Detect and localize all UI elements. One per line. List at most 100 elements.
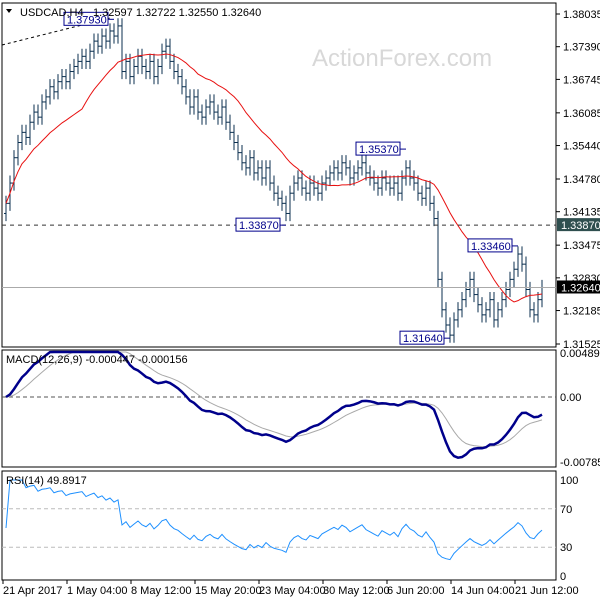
price-bar bbox=[24, 124, 28, 146]
price-bar bbox=[484, 302, 488, 323]
time-tick: 23 May 04:00 bbox=[259, 585, 326, 597]
price-bar bbox=[236, 134, 240, 161]
price-bar bbox=[252, 150, 256, 181]
price-bar bbox=[140, 48, 144, 75]
macd-label: MACD(12,26,9) -0.000447 -0.000156 bbox=[6, 354, 188, 366]
price-bar bbox=[444, 302, 448, 333]
price-bar bbox=[256, 160, 260, 181]
price-bars bbox=[4, 18, 544, 343]
price-bar bbox=[284, 195, 288, 222]
time-tick: 6 Jun 20:00 bbox=[387, 585, 445, 597]
price-bar bbox=[132, 58, 136, 85]
price-tick: 1.31525 bbox=[563, 339, 600, 351]
price-bar bbox=[148, 53, 152, 80]
price-bar bbox=[436, 210, 440, 287]
price-tick: 1.34135 bbox=[563, 207, 600, 219]
price-tick: 1.35440 bbox=[563, 141, 600, 153]
price-bar bbox=[404, 160, 408, 186]
price-tick: 1.36085 bbox=[563, 108, 600, 120]
price-bar bbox=[52, 79, 56, 100]
svg-text:1.31640: 1.31640 bbox=[403, 333, 443, 345]
price-bar bbox=[324, 170, 328, 191]
macd-tick: 0.00 bbox=[560, 392, 581, 404]
main-panel bbox=[1, 2, 557, 348]
price-bar bbox=[260, 160, 264, 186]
price-bar bbox=[268, 160, 272, 191]
macd-tick: -0.007857 bbox=[560, 457, 600, 469]
price-bar bbox=[516, 246, 520, 277]
price-bar bbox=[464, 281, 468, 308]
price-bar bbox=[280, 190, 284, 211]
price-bar bbox=[476, 286, 480, 313]
price-bar bbox=[296, 170, 300, 191]
price-bar bbox=[208, 94, 212, 115]
price-bar bbox=[412, 170, 416, 191]
price-bar bbox=[176, 63, 180, 85]
price-bar bbox=[448, 317, 452, 343]
current-price-label: 1.32640 bbox=[561, 282, 600, 294]
price-bar bbox=[380, 170, 384, 196]
price-bar bbox=[32, 104, 36, 130]
price-bar bbox=[456, 302, 460, 328]
price-bar bbox=[100, 28, 104, 54]
collapse-triangle-icon[interactable] bbox=[6, 9, 12, 13]
price-bar bbox=[416, 175, 420, 201]
price-bar bbox=[384, 170, 388, 191]
price-bar bbox=[164, 38, 168, 59]
price-bar bbox=[248, 150, 252, 176]
price-annotation[interactable]: 1.35370 bbox=[355, 141, 406, 156]
price-bar bbox=[188, 89, 192, 115]
moving-average-line bbox=[5, 53, 543, 303]
price-bar bbox=[104, 28, 108, 49]
price-bar bbox=[240, 145, 244, 171]
price-bar bbox=[28, 114, 32, 146]
price-bar bbox=[64, 69, 68, 90]
price-bar bbox=[40, 94, 44, 125]
price-bar bbox=[180, 69, 184, 95]
macd-line bbox=[5, 350, 543, 460]
price-bar bbox=[388, 175, 392, 196]
price-bar bbox=[348, 160, 352, 186]
price-bar bbox=[452, 312, 456, 343]
macd-tick: 0.004892 bbox=[560, 348, 600, 360]
ohlc-values: 1.32597 1.32722 1.32550 1.32640 bbox=[93, 7, 261, 19]
price-bar bbox=[192, 89, 196, 115]
price-bar bbox=[292, 175, 296, 201]
price-bar bbox=[60, 69, 64, 90]
price-bar bbox=[212, 94, 216, 120]
time-tick: 15 May 20:00 bbox=[195, 585, 262, 597]
price-bar bbox=[368, 165, 372, 186]
price-bar bbox=[84, 48, 88, 69]
price-bar bbox=[428, 180, 432, 211]
price-bar bbox=[356, 160, 360, 181]
price-bar bbox=[512, 261, 516, 287]
price-bar bbox=[460, 292, 464, 318]
price-bar bbox=[440, 271, 444, 318]
price-tick: 1.33475 bbox=[563, 240, 600, 252]
price-bar bbox=[364, 155, 368, 181]
price-bar bbox=[332, 160, 336, 181]
svg-text:1.33460: 1.33460 bbox=[471, 241, 511, 253]
price-bar bbox=[216, 104, 220, 125]
watermark: ActionForex.com bbox=[312, 45, 492, 72]
price-bar bbox=[300, 170, 304, 196]
price-tick: 1.37390 bbox=[563, 42, 600, 54]
price-bar bbox=[156, 58, 160, 85]
price-bar bbox=[20, 124, 24, 151]
price-bar bbox=[328, 165, 332, 186]
price-bar bbox=[108, 23, 112, 49]
price-bar bbox=[344, 155, 348, 176]
hline-price-label: 1.33870 bbox=[561, 220, 600, 232]
rsi-tick: 0 bbox=[560, 571, 566, 583]
price-bar bbox=[396, 175, 400, 201]
price-annotation[interactable]: 1.37930 bbox=[63, 11, 114, 26]
price-bar bbox=[360, 155, 364, 176]
price-annotation[interactable]: 1.33870 bbox=[235, 217, 286, 232]
price-bar bbox=[184, 79, 188, 105]
price-bar bbox=[276, 185, 280, 206]
price-annotation[interactable]: 1.33460 bbox=[467, 238, 518, 253]
price-annotation[interactable]: 1.31640 bbox=[399, 330, 450, 345]
price-bar bbox=[304, 180, 308, 201]
